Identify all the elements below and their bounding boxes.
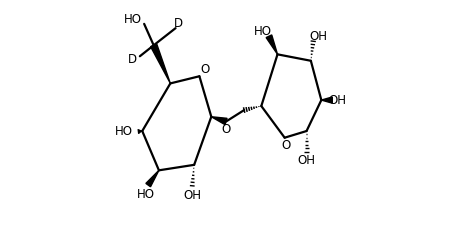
Text: O: O — [281, 139, 290, 152]
Text: D: D — [174, 17, 183, 30]
Polygon shape — [151, 44, 171, 83]
Text: HO: HO — [254, 25, 272, 38]
Polygon shape — [266, 35, 277, 54]
Text: OH: OH — [309, 30, 327, 43]
Polygon shape — [211, 117, 227, 125]
Text: OH: OH — [183, 189, 201, 202]
Text: OH: OH — [329, 94, 347, 107]
Polygon shape — [321, 97, 332, 103]
Text: OH: OH — [297, 154, 315, 167]
Text: HO: HO — [124, 13, 142, 26]
Text: HO: HO — [114, 125, 133, 138]
Text: HO: HO — [137, 188, 155, 201]
Text: O: O — [200, 63, 209, 76]
Text: D: D — [128, 52, 137, 66]
Polygon shape — [146, 170, 159, 187]
Text: O: O — [222, 123, 231, 136]
